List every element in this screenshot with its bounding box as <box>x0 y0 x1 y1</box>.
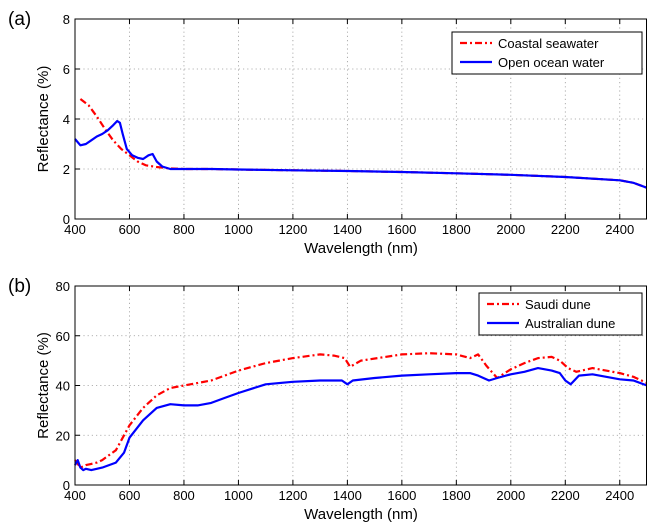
y-tick-label: 4 <box>63 112 70 127</box>
x-tick-label: 1800 <box>442 222 471 237</box>
y-tick-label: 60 <box>56 329 70 344</box>
series-line-australian-dune <box>74 367 647 472</box>
x-tick-label: 1000 <box>224 488 253 503</box>
legend: Saudi dune Australian dune <box>478 292 643 336</box>
y-tick-label: 8 <box>63 12 70 27</box>
y-axis-title: Reflectance (%) <box>35 66 52 173</box>
x-tick-label: 600 <box>119 488 141 503</box>
x-tick-label: 1200 <box>278 488 307 503</box>
x-axis-title: Wavelength (nm) <box>304 240 418 257</box>
series-line-coastal-seawater <box>79 98 647 189</box>
panel-tag: (b) <box>8 276 31 297</box>
legend: Coastal seawater Open ocean water <box>451 31 643 75</box>
y-tick-label: 20 <box>56 428 70 443</box>
x-tick-label: 800 <box>173 488 195 503</box>
panel-b: 400 600 800 1000 1200 1400 1600 1800 2000 2200 240… <box>8 276 647 523</box>
legend-box <box>478 292 643 336</box>
legend-box <box>451 31 643 75</box>
x-tick-label: 400 <box>64 488 86 503</box>
legend-label: Australian dune <box>525 316 615 331</box>
series-line-open-ocean-water <box>74 119 647 189</box>
x-tick-label: 1800 <box>442 488 471 503</box>
y-axis-title: Reflectance (%) <box>35 332 52 439</box>
series-line-saudi-dune <box>74 352 647 469</box>
panel-tag: (a) <box>8 9 31 30</box>
y-tick-label: 2 <box>63 162 70 177</box>
panel-a: 400 600 800 1000 1200 1400 1600 1800 2000 2200 240… <box>8 9 647 257</box>
x-tick-label: 2000 <box>496 222 525 237</box>
x-axis-title: Wavelength (nm) <box>304 506 418 523</box>
y-tick-label: 40 <box>56 379 70 394</box>
legend-label: Open ocean water <box>498 55 605 70</box>
x-tick-label: 600 <box>119 222 141 237</box>
x-tick-label: 2000 <box>496 488 525 503</box>
y-tick-label: 0 <box>63 212 70 227</box>
x-tick-label: 1400 <box>333 222 362 237</box>
x-tick-label: 1000 <box>224 222 253 237</box>
y-tick-label: 0 <box>63 478 70 493</box>
x-tick-label: 2400 <box>605 488 634 503</box>
x-tick-label: 1600 <box>387 488 416 503</box>
x-tick-label: 2400 <box>605 222 634 237</box>
legend-label: Coastal seawater <box>498 36 599 51</box>
y-tick-label: 80 <box>56 279 70 294</box>
x-tick-label: 800 <box>173 222 195 237</box>
y-tick-label: 6 <box>63 62 70 77</box>
legend-label: Saudi dune <box>525 297 591 312</box>
x-tick-label: 1400 <box>333 488 362 503</box>
x-tick-label: 400 <box>64 222 86 237</box>
x-tick-label: 2200 <box>551 488 580 503</box>
x-tick-label: 1600 <box>387 222 416 237</box>
x-tick-label: 2200 <box>551 222 580 237</box>
x-tick-label: 1200 <box>278 222 307 237</box>
